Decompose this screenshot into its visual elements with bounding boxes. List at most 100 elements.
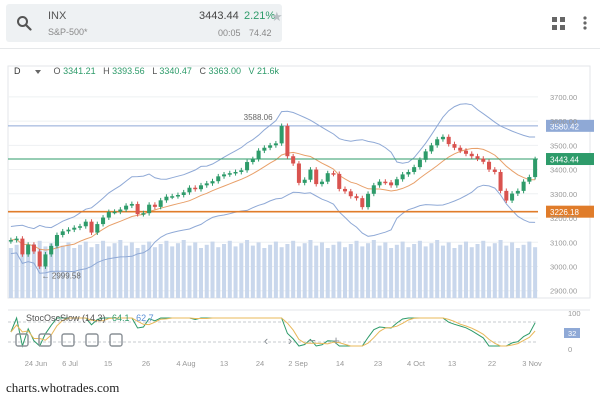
volume-bar — [26, 247, 31, 298]
candle-body — [279, 125, 284, 144]
volume-bar — [72, 248, 77, 298]
price-tick-label: 3000.00 — [550, 262, 577, 271]
undo-icon-shape — [109, 333, 123, 347]
candle-body — [314, 169, 319, 185]
volume-bar — [89, 247, 94, 298]
candle-body — [245, 162, 250, 171]
price-tick-label: 3600.00 — [550, 117, 577, 126]
volume-bar — [354, 240, 359, 298]
volume-bar — [406, 247, 411, 298]
settings-sliders-icon[interactable] — [85, 333, 99, 347]
candle-body — [354, 196, 359, 199]
star-icon[interactable]: ★ — [271, 9, 283, 24]
volume-bar — [49, 243, 54, 298]
chevron-down-icon[interactable] — [35, 69, 42, 74]
candle-body — [262, 147, 267, 151]
candle-body — [268, 145, 273, 148]
volume-bar — [435, 240, 440, 298]
candle-body — [510, 193, 515, 201]
quote-widget[interactable]: INX S&P-500* 3443.44 2.21% 00:05 74.42 ★ — [6, 4, 283, 42]
volume-bar — [204, 244, 209, 298]
volume-bar — [423, 246, 428, 298]
ruler-icon[interactable] — [38, 333, 52, 347]
open-value: 3341.21 — [63, 66, 96, 76]
source-caption: charts.whotrades.com — [6, 380, 120, 395]
chevron-left-icon[interactable]: ‹ — [264, 333, 268, 348]
candle-body — [210, 181, 215, 184]
volume-bar — [515, 248, 520, 298]
volume-bar — [475, 244, 480, 298]
date-tick-label: 24 Jun — [25, 359, 48, 368]
volume-bar — [400, 241, 405, 298]
candle-body — [118, 209, 123, 212]
price-tick-label: 3700.00 — [550, 93, 577, 102]
volume-bar — [319, 242, 324, 298]
volume-bar — [222, 244, 227, 298]
candle-body — [175, 195, 180, 197]
candle-body — [141, 213, 146, 215]
date-tick-label: 14 — [336, 359, 344, 368]
candle-body — [498, 171, 503, 191]
oscillator-label: StocOscSlow (14,3) 64.1 62.7 — [26, 313, 154, 323]
high-value: 3393.56 — [112, 66, 145, 76]
search-icon[interactable] — [16, 15, 32, 31]
volume-bar — [101, 240, 106, 298]
volume-bar — [325, 248, 330, 298]
pencil-icon[interactable] — [15, 333, 29, 347]
candle-body — [389, 182, 394, 186]
more-menu-icon[interactable] — [583, 16, 587, 30]
candle-body — [308, 169, 313, 180]
volume-bar — [158, 244, 163, 298]
volume-bar — [164, 240, 169, 298]
candle-body — [135, 203, 140, 215]
level-badge — [546, 205, 594, 218]
volume-bar — [43, 246, 48, 298]
candle-body — [193, 187, 198, 190]
volume-bar — [210, 241, 215, 298]
candle-body — [435, 139, 440, 146]
price-tick-label: 2900.00 — [550, 287, 577, 296]
volume-bar — [463, 241, 469, 298]
volume-bar — [262, 248, 267, 298]
volume-bar — [383, 242, 388, 298]
volume-bar — [37, 240, 42, 298]
volume-bar — [342, 247, 348, 298]
timeframe-selector[interactable]: D — [14, 66, 21, 76]
candle-body — [337, 173, 342, 189]
candle-body — [77, 226, 83, 228]
volume-bar — [510, 242, 515, 298]
candle-body — [124, 205, 129, 210]
candle-body — [383, 181, 388, 184]
price-chart[interactable]: 3580.42 3443.44 3226.18 3588.06 ← 2999.58 2… — [0, 0, 600, 376]
volume-bar — [66, 242, 71, 298]
oscillator-name: StocOscSlow (14,3) — [26, 313, 106, 323]
chevron-right-icon[interactable]: › — [288, 333, 292, 348]
zoom-in-icon[interactable]: + — [332, 333, 340, 348]
layout-grid-icon[interactable] — [552, 17, 565, 30]
volume-bar — [440, 245, 445, 298]
volume-bar — [291, 240, 296, 298]
undo-icon[interactable] — [109, 333, 123, 347]
candle-body — [216, 176, 221, 182]
date-tick-label: 6 Jul — [62, 359, 78, 368]
candle-body — [37, 251, 42, 267]
volume-bar — [216, 247, 221, 298]
zoom-out-icon[interactable]: − — [308, 333, 316, 348]
volume-bar — [95, 244, 100, 298]
candle-body — [152, 204, 157, 207]
layers-icon[interactable] — [61, 333, 75, 347]
volume-bar — [77, 244, 83, 298]
quote-time: 00:05 — [218, 28, 241, 38]
candle-body — [227, 173, 232, 175]
candle-body — [239, 170, 244, 172]
candle-body — [60, 231, 65, 235]
volume-bar — [296, 246, 301, 298]
low-value: 3340.47 — [159, 66, 192, 76]
candle-body — [233, 171, 238, 174]
candle-body — [181, 192, 186, 195]
candle-body — [394, 179, 399, 186]
candle-body — [198, 185, 204, 190]
candle-body — [83, 221, 88, 227]
moving-average-line — [10, 147, 536, 251]
drawing-toolbar[interactable]: ‹ › − + — [15, 333, 340, 348]
